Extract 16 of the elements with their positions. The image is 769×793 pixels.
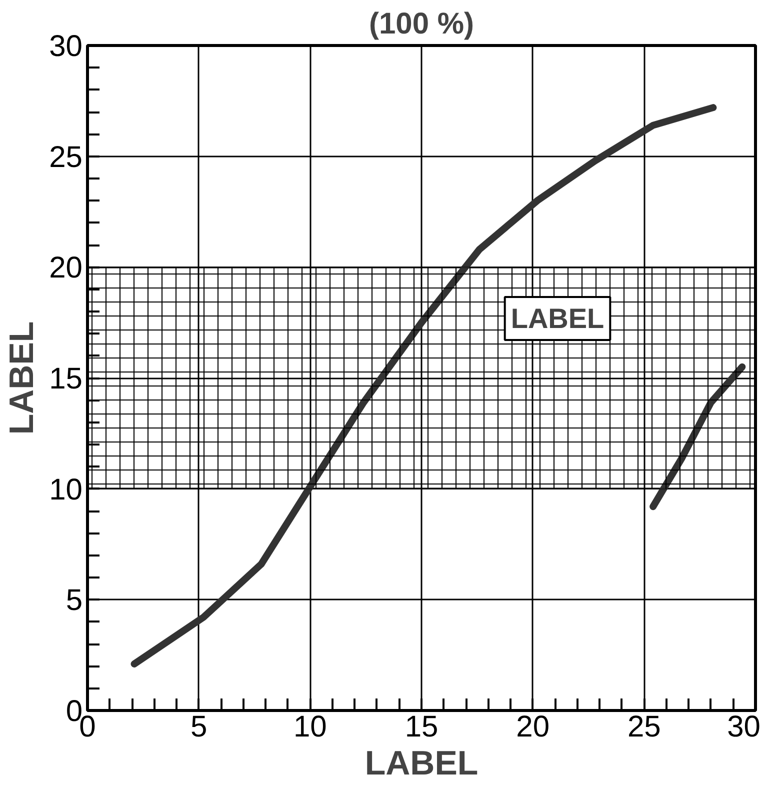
- y-tick-label: 5: [66, 584, 83, 618]
- x-tick-label: 10: [293, 710, 327, 744]
- y-tick-label: 15: [49, 362, 83, 396]
- annotation: LABEL: [510, 303, 604, 334]
- x-axis-title: LABEL: [364, 744, 478, 782]
- x-tick-label: 20: [516, 710, 550, 744]
- y-tick-label: 25: [49, 140, 83, 174]
- y-tick-label: 20: [49, 252, 83, 285]
- y-axis-title: LABEL: [3, 321, 42, 435]
- x-tick-label: 5: [190, 710, 208, 744]
- y-tick-label: 30: [49, 30, 83, 63]
- y-tick-label: 10: [49, 473, 83, 506]
- x-tick-label: 25: [627, 710, 661, 744]
- x-tick-label: 30: [727, 710, 761, 744]
- chart-title: (100 %): [368, 8, 474, 40]
- x-tick-label: 15: [404, 710, 438, 744]
